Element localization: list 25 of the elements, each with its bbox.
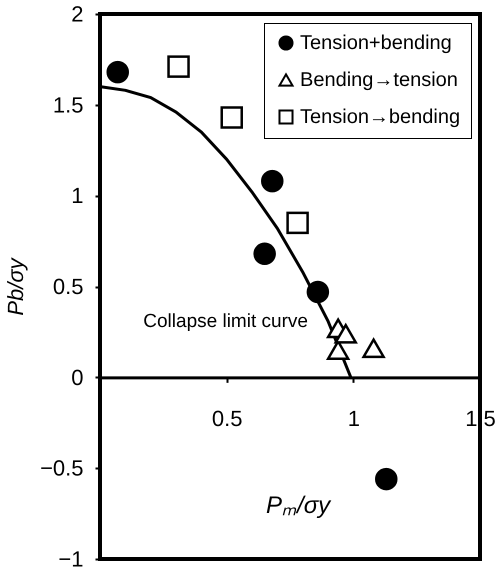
point <box>286 212 309 234</box>
y-tick-label: 0 <box>71 364 84 390</box>
legend-label: Tension+bending <box>300 32 452 54</box>
y-tick-label: 0.5 <box>52 274 84 299</box>
point <box>334 324 357 344</box>
series-label: Collapse limit curve <box>143 311 308 332</box>
y-tick-label: −1 <box>58 546 84 572</box>
legend-label: Bending→tension <box>300 69 458 91</box>
x-axis-title: Pₘ/σy <box>266 492 332 519</box>
legend-label: Tension→bending <box>300 106 460 128</box>
y-tick-label: 1 <box>71 183 84 208</box>
y-tick-label: 2 <box>71 2 84 26</box>
point <box>261 170 284 192</box>
y-axis-title: Pb/σy <box>3 256 28 316</box>
y-tick-label: −0.5 <box>40 456 84 481</box>
point <box>253 242 276 266</box>
x-tick-label: 1 <box>348 406 360 431</box>
y-tick-label: 1.5 <box>52 92 84 118</box>
point <box>362 338 385 358</box>
x-tick-label: 0.5 <box>212 406 242 431</box>
point <box>167 55 190 78</box>
point <box>106 60 129 84</box>
point <box>306 280 330 304</box>
point <box>375 468 398 490</box>
point <box>220 106 243 129</box>
